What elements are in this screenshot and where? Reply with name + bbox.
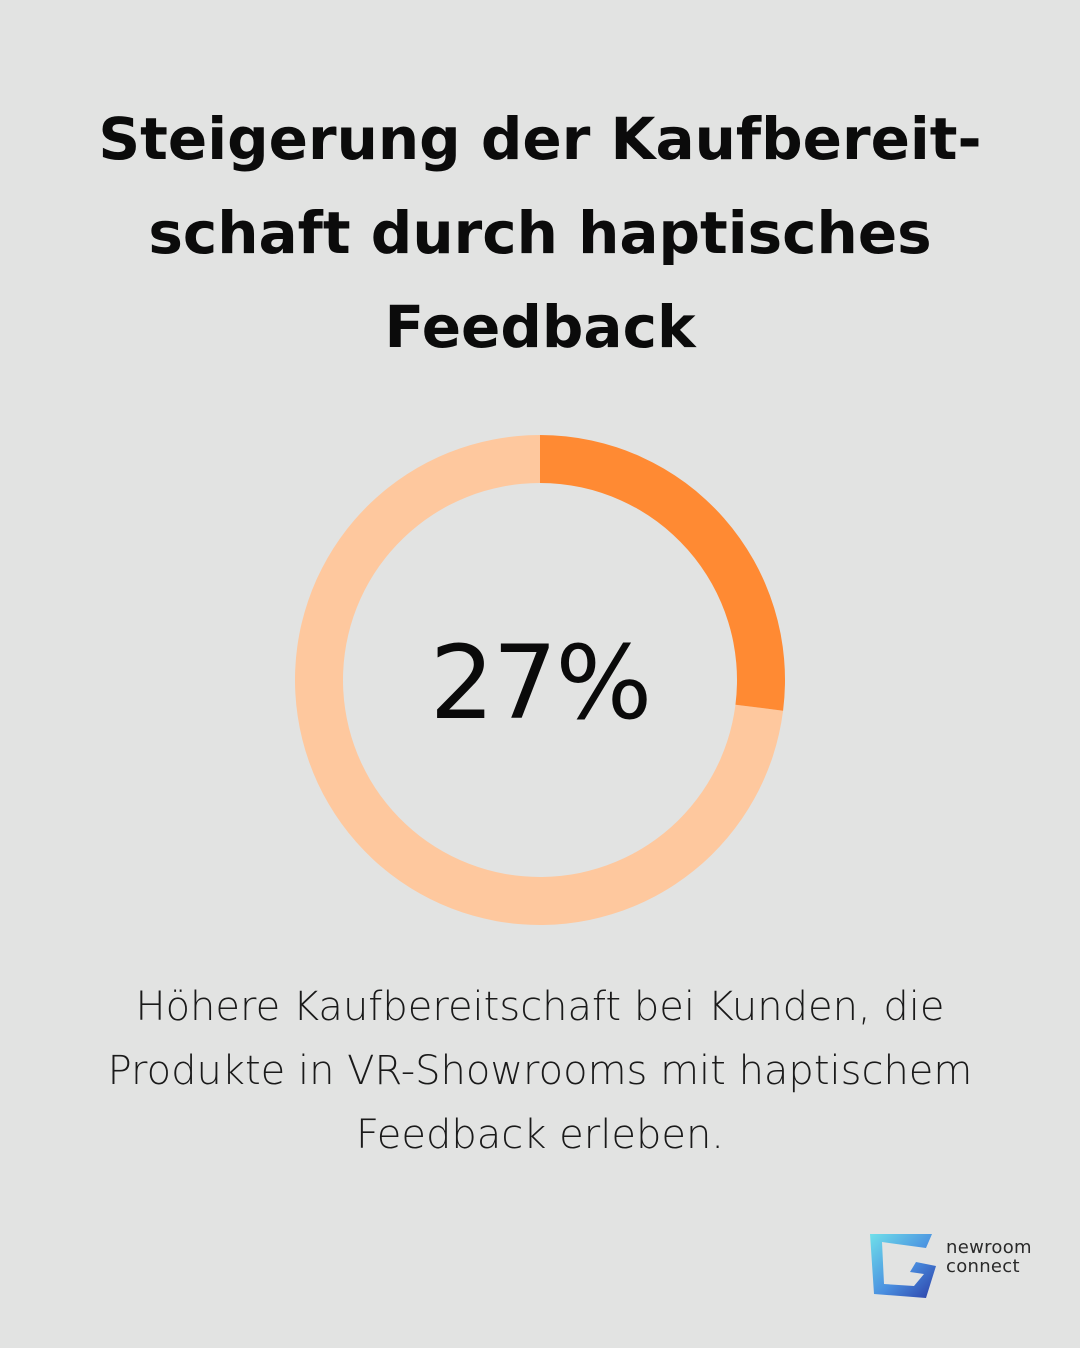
donut-chart: 27% bbox=[295, 435, 785, 925]
chart-caption: Höhere Kaufbereitschaft bei Kunden, die … bbox=[50, 975, 1030, 1167]
brand-logo-text: newroom connect bbox=[946, 1238, 1032, 1276]
caption-line-3: Feedback erleben. bbox=[355, 1112, 725, 1158]
donut-center-value: 27% bbox=[429, 623, 653, 743]
title-line-3: Feedback bbox=[384, 293, 696, 361]
title-line-1: Steigerung der Kaufbereit- bbox=[98, 105, 982, 173]
chart-title: Steigerung der Kaufbereit- schaft durch … bbox=[40, 92, 1040, 374]
title-line-2: schaft durch haptisches bbox=[148, 199, 932, 267]
donut-slice-highlight bbox=[540, 435, 785, 711]
brand-logo-line-2: connect bbox=[946, 1256, 1020, 1277]
caption-line-2: Produkte in VR-Showrooms mit haptischem bbox=[107, 1048, 973, 1094]
donut-svg bbox=[295, 435, 785, 925]
brand-logo-line-1: newroom bbox=[946, 1237, 1032, 1258]
brand-logo-mark-icon bbox=[870, 1234, 936, 1298]
caption-line-1: Höhere Kaufbereitschaft bei Kunden, die bbox=[135, 984, 945, 1030]
brand-logo: newroom connect bbox=[866, 1230, 1046, 1304]
